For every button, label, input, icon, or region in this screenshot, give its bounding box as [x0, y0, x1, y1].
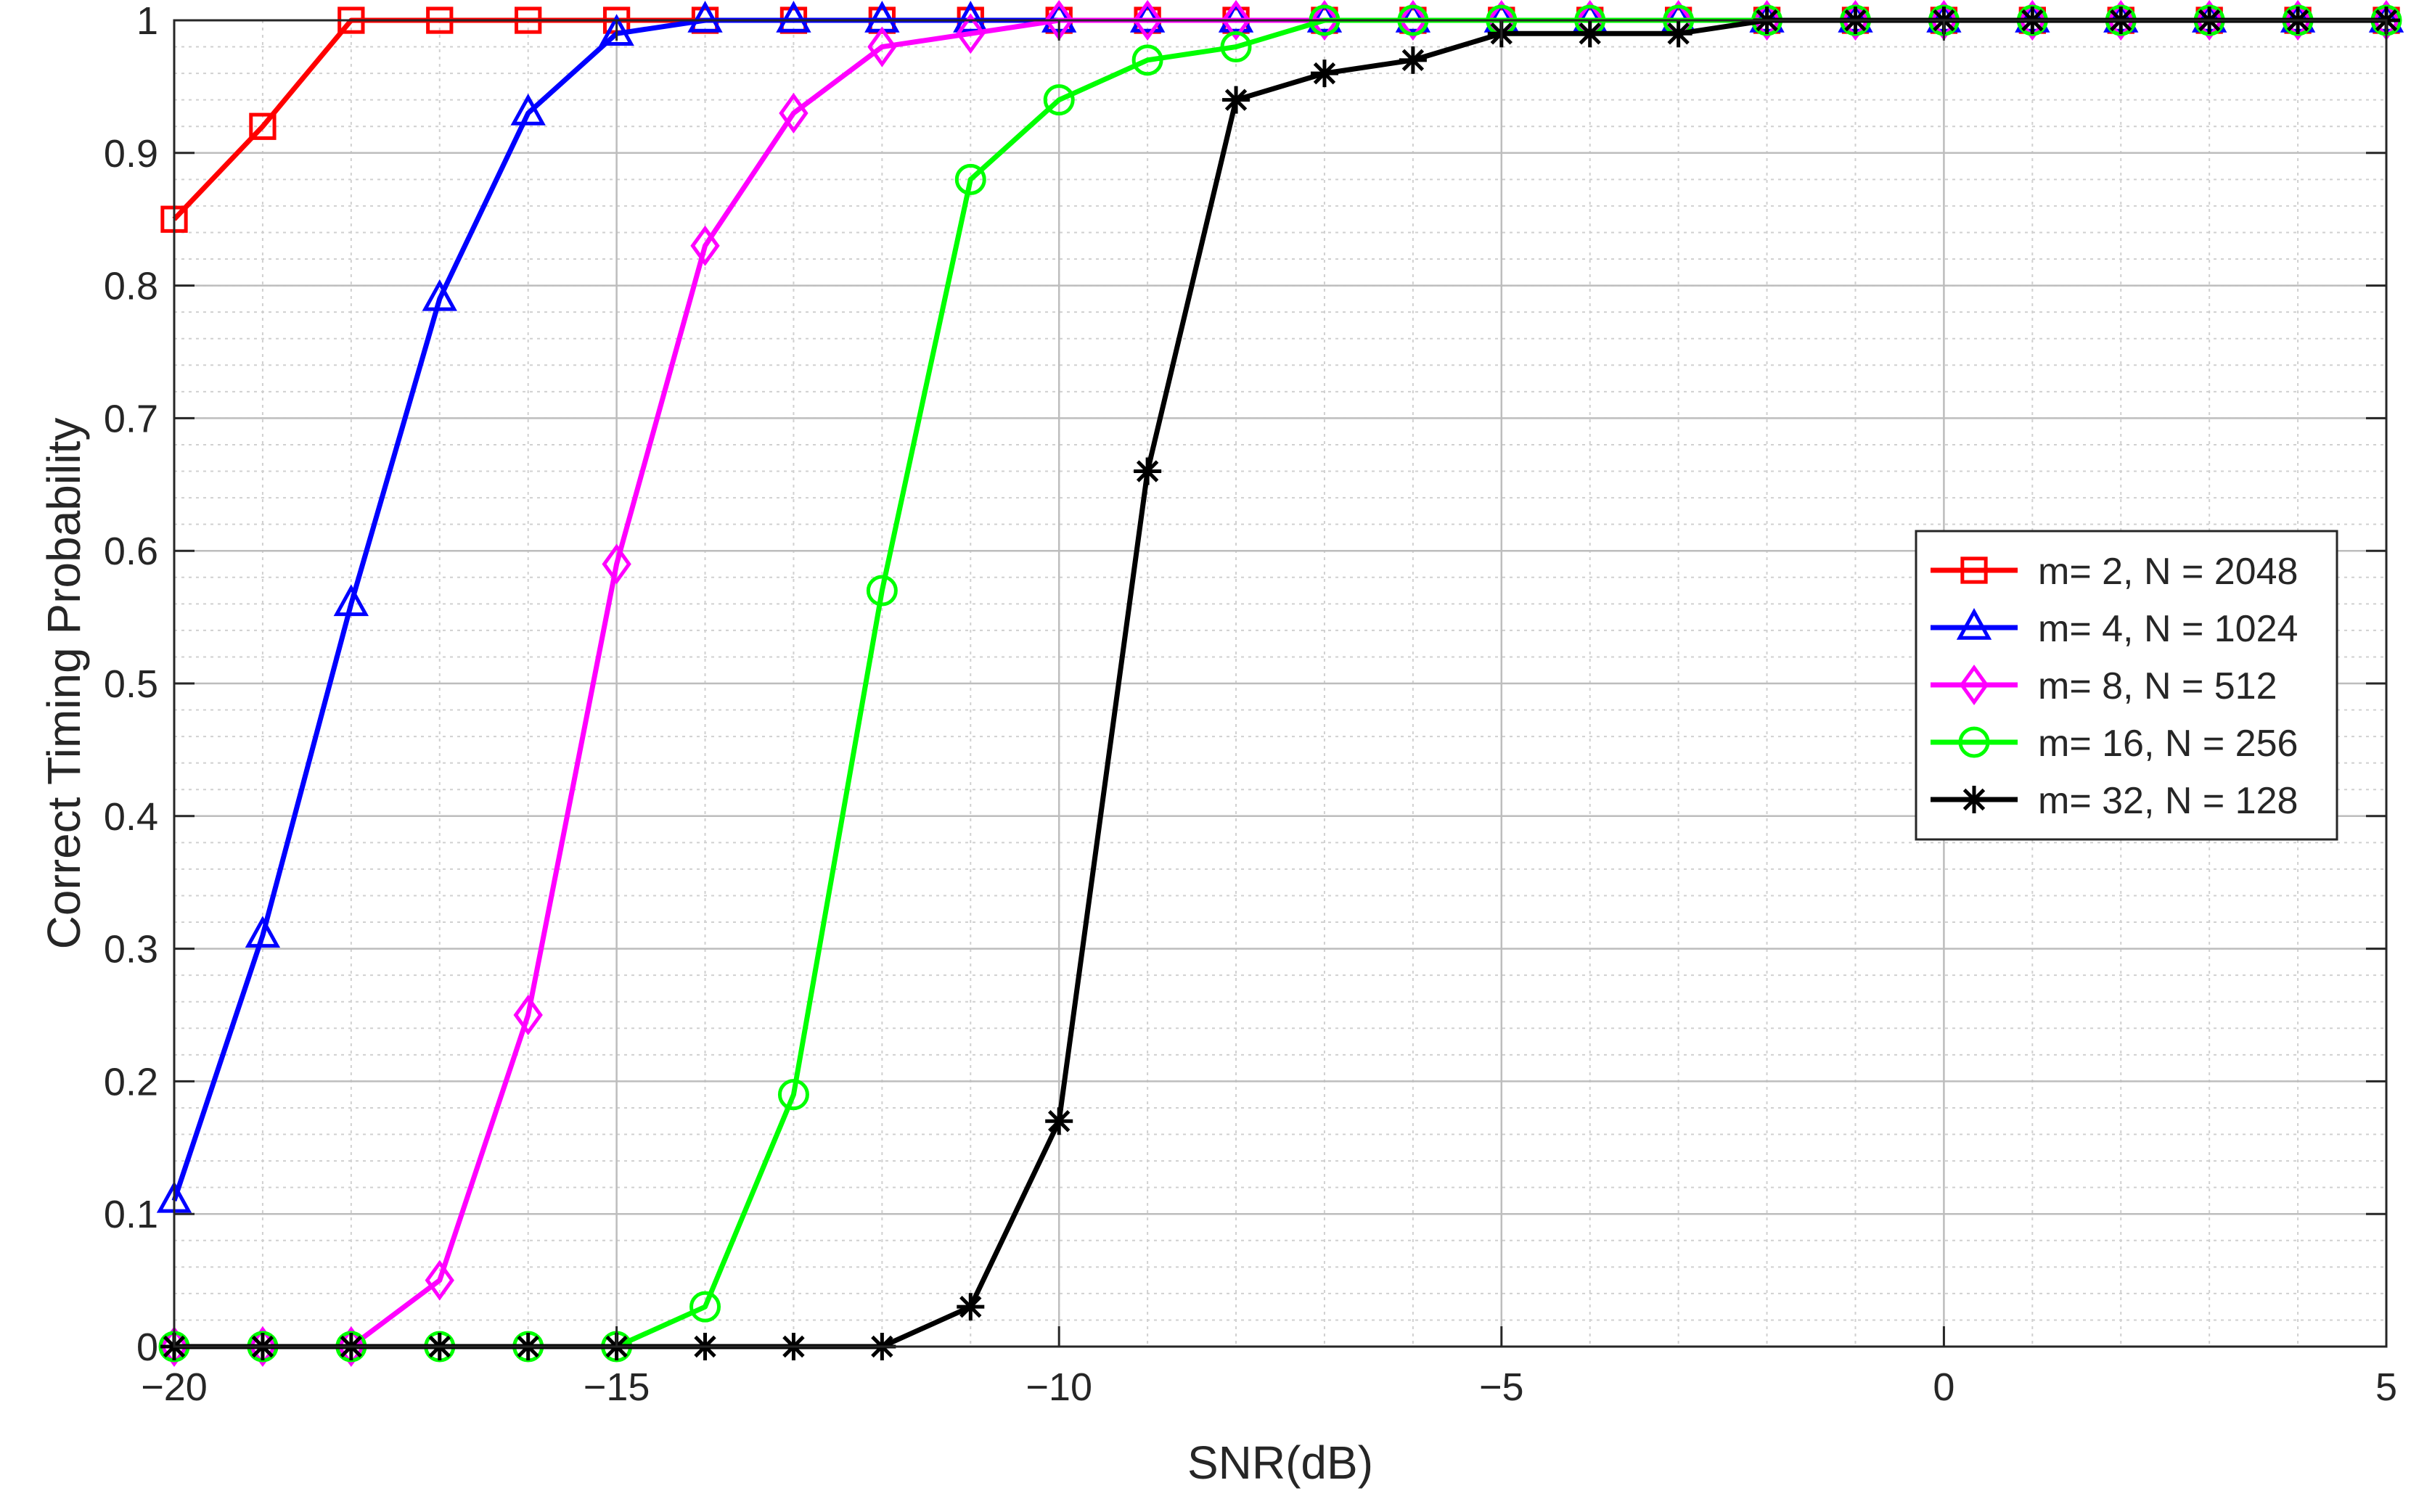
- data-point: [690, 225, 720, 266]
- legend-entry: m= 4, N = 1024: [1931, 607, 2298, 650]
- data-point: [602, 543, 631, 585]
- legend-label: m= 4, N = 1024: [2038, 608, 2298, 650]
- data-point: [249, 112, 277, 140]
- y-tick-label: 0.4: [104, 795, 158, 839]
- data-point: [1129, 0, 1166, 33]
- data-point: [1576, 20, 1604, 48]
- data-point: [689, 1291, 721, 1323]
- y-tick-label: 0.2: [104, 1060, 158, 1104]
- legend-entry: m= 2, N = 2048: [1931, 551, 2298, 593]
- star-stroke: [1401, 49, 1425, 72]
- data-point: [1221, 0, 1251, 41]
- star-stroke: [1313, 62, 1336, 85]
- data-point: [1309, 0, 1340, 41]
- legend-label: m= 2, N = 2048: [2038, 551, 2298, 593]
- data-point: [1399, 46, 1427, 74]
- x-tick-label: 0: [1933, 1365, 1954, 1409]
- legend-label: m= 16, N = 256: [2038, 723, 2298, 765]
- data-point: [513, 994, 543, 1036]
- data-point: [1222, 86, 1250, 114]
- data-point: [1134, 457, 1162, 485]
- axes: −20 −15 −10 −5 0 5 0 0.1 0.2 0.3 0.4 0.5 0.6 0.7 0.8 0.…: [104, 0, 2397, 1409]
- data-point: [422, 279, 457, 311]
- legend-label: m= 32, N = 128: [2038, 780, 2298, 822]
- star-stroke: [1579, 22, 1601, 45]
- data-point: [866, 575, 898, 607]
- star-stroke: [1136, 460, 1159, 482]
- data-point: [1306, 0, 1343, 33]
- legend-label: m= 8, N = 512: [2038, 665, 2277, 707]
- y-tick-label: 0.9: [104, 132, 158, 176]
- y-axis-label: Correct Timing Probability: [38, 418, 90, 950]
- legend: m= 2, N = 2048 m= 4, N = 1024 m= 8, N = 51…: [1915, 530, 2338, 841]
- data-point: [333, 584, 369, 617]
- data-point: [1310, 59, 1338, 88]
- legend-marker: [1958, 726, 1990, 758]
- data-point: [1045, 1107, 1073, 1135]
- y-tick-label: 0.5: [104, 662, 158, 706]
- data-point: [1664, 20, 1692, 48]
- x-tick-label: −10: [1026, 1365, 1092, 1409]
- x-tick-label: −15: [584, 1365, 650, 1409]
- x-tick-label: 5: [2375, 1365, 2397, 1409]
- data-point: [1220, 31, 1252, 63]
- data-point: [777, 1079, 809, 1111]
- y-tick-label: 0.1: [104, 1193, 158, 1236]
- data-point: [867, 26, 897, 67]
- data-point: [779, 92, 809, 133]
- data-point: [1218, 0, 1254, 33]
- data-point: [1043, 84, 1075, 116]
- data-point: [687, 0, 723, 33]
- data-point: [599, 14, 634, 46]
- y-tick-label: 0.6: [104, 530, 158, 573]
- y-tick-label: 1: [136, 0, 158, 43]
- data-point: [1131, 44, 1163, 76]
- y-tick-label: 0.7: [104, 397, 158, 440]
- y-tick-label: 0: [136, 1326, 158, 1369]
- x-tick-label: −20: [141, 1365, 208, 1409]
- data-point: [1395, 0, 1431, 33]
- star-stroke: [1047, 1110, 1071, 1133]
- legend-entry: m= 8, N = 512: [1931, 664, 2277, 707]
- star-stroke: [1667, 22, 1690, 45]
- star-stroke: [1224, 89, 1248, 111]
- legend-marker: [1960, 786, 1988, 813]
- legend-marker: [1956, 607, 1992, 640]
- data-point: [953, 0, 988, 33]
- data-point: [1398, 0, 1428, 41]
- data-point: [510, 93, 546, 126]
- star-stroke: [959, 1295, 982, 1318]
- y-tick-label: 0.3: [104, 928, 158, 971]
- data-point: [425, 1260, 454, 1301]
- legend-marker: [1959, 664, 1989, 706]
- data-point: [245, 916, 281, 948]
- data-point: [776, 0, 811, 33]
- star-stroke: [1962, 788, 1986, 811]
- data-point: [957, 1293, 985, 1321]
- data-point: [954, 163, 986, 195]
- data-point: [1132, 0, 1163, 41]
- x-axis-label: SNR(dB): [1187, 1437, 1373, 1489]
- legend-marker: [1960, 556, 1988, 584]
- data-point: [956, 13, 986, 54]
- y-tick-label: 0.8: [104, 265, 158, 308]
- legend-entry: m= 32, N = 128: [1931, 780, 2298, 822]
- legend-entry: m= 16, N = 256: [1931, 723, 2298, 765]
- x-tick-label: −5: [1479, 1365, 1524, 1409]
